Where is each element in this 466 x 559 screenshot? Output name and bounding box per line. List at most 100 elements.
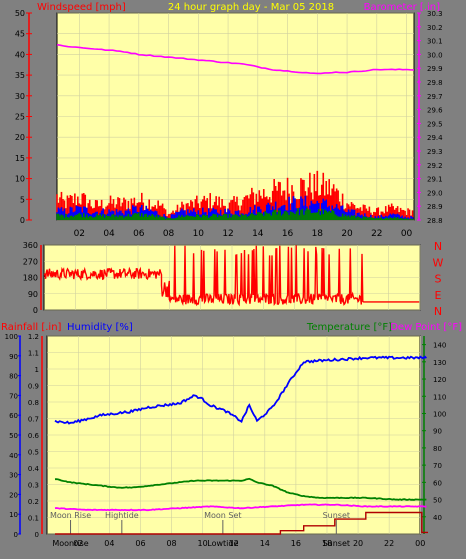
barometer-axis-label: Barometer [.in] bbox=[364, 2, 440, 13]
windspeed-tick-label: 50 bbox=[15, 9, 25, 18]
direction-tick-label: 270 bbox=[23, 257, 38, 266]
temperature-tick-label: 50 bbox=[433, 497, 442, 505]
temperature-tick-label: 40 bbox=[433, 514, 442, 522]
x-tick-label: 02 bbox=[73, 539, 83, 548]
rainfall-tick-label: 0.5 bbox=[28, 449, 39, 457]
x-tick-label: 10 bbox=[193, 229, 205, 239]
barometer-tick-label: 30.3 bbox=[427, 10, 443, 18]
barometer-line bbox=[56, 43, 415, 75]
rainfall-tick-label: 0.4 bbox=[28, 465, 40, 473]
compass-label: N bbox=[434, 240, 442, 253]
x-tick-label: 10 bbox=[198, 539, 208, 548]
event-label: Hightide bbox=[105, 511, 139, 520]
windspeed-tick-label: 5 bbox=[20, 195, 25, 204]
compass-label: N bbox=[434, 305, 442, 318]
x-tick-label: 00 bbox=[415, 539, 425, 548]
humidity-tick-label: 40 bbox=[9, 452, 18, 460]
x-tick-label: 02 bbox=[74, 229, 85, 239]
x-tick-label: 00 bbox=[401, 229, 413, 239]
temperature-tick-label: 110 bbox=[433, 393, 446, 401]
barometer-tick-label: 29.6 bbox=[427, 107, 443, 115]
temperature-axis-label: Temperature [°F] bbox=[306, 322, 392, 333]
x-tick-label: 04 bbox=[103, 229, 115, 239]
x-tick-label: 16 bbox=[282, 229, 294, 239]
x-tick-label: 14 bbox=[252, 229, 264, 239]
barometer-tick-label: 29.9 bbox=[427, 65, 443, 73]
compass-label: E bbox=[435, 289, 442, 302]
event-label: Moon Set bbox=[204, 511, 241, 520]
rain-humidity-temp-panel: 0 0.1 0.2 0.3 0.4 0.5 0.6 0.7 0.8 0.9 1 1.1 1.2 0 10 20… bbox=[5, 333, 447, 548]
wind-series-green bbox=[56, 208, 414, 220]
humidity-tick-label: 100 bbox=[5, 333, 18, 341]
windspeed-tick-label: 15 bbox=[15, 154, 25, 163]
x-tick-label: 20 bbox=[341, 229, 353, 239]
x-tick-label: 22 bbox=[384, 539, 394, 548]
windspeed-tick-label: 10 bbox=[15, 175, 25, 184]
blue-series-line bbox=[54, 355, 428, 425]
humidity-tick-label: 30 bbox=[9, 472, 18, 480]
humidity-tick-label: 20 bbox=[9, 491, 18, 499]
rainfall-tick-label: 1.1 bbox=[28, 350, 39, 358]
humidity-tick-label: 10 bbox=[9, 511, 18, 519]
windspeed-axis-label: Windspeed [mph] bbox=[37, 2, 126, 13]
direction-tick-label: 360 bbox=[23, 241, 38, 250]
x-tick-label: 18 bbox=[322, 539, 332, 548]
x-tick-label: 08 bbox=[163, 229, 175, 239]
barometer-tick-label: 30.0 bbox=[427, 51, 443, 59]
compass-label: S bbox=[435, 273, 442, 286]
darkred-series-line bbox=[55, 511, 428, 535]
rainfall-axis-label: Rainfall [.in] bbox=[1, 322, 62, 333]
rainfall-tick-label: 0.7 bbox=[28, 416, 39, 424]
green-series-line bbox=[54, 477, 427, 501]
windspeed-tick-label: 0 bbox=[20, 216, 25, 225]
barometer-tick-label: 30.1 bbox=[427, 38, 443, 46]
x-tick-label: 18 bbox=[312, 229, 324, 239]
humidity-tick-label: 80 bbox=[9, 373, 18, 381]
rainfall-tick-label: 0.8 bbox=[28, 399, 39, 407]
humidity-tick-label: 70 bbox=[9, 392, 18, 400]
x-tick-label: 08 bbox=[166, 539, 176, 548]
dewpoint-axis-label: Dew Point [°F] bbox=[390, 322, 462, 333]
x-tick-label: 06 bbox=[135, 539, 145, 548]
wind-direction-line bbox=[43, 245, 420, 307]
event-time-label: Sunset bbox=[323, 539, 350, 548]
temperature-tick-label: 120 bbox=[433, 376, 446, 384]
temperature-tick-label: 70 bbox=[433, 462, 442, 470]
graph-title: 24 hour graph day - Mar 05 2018 bbox=[168, 2, 334, 13]
windspeed-tick-label: 35 bbox=[15, 71, 25, 80]
direction-tick-label: 90 bbox=[28, 290, 38, 299]
windspeed-tick-label: 40 bbox=[15, 50, 25, 59]
x-tick-label: 22 bbox=[371, 229, 382, 239]
magenta-series-line bbox=[54, 503, 427, 512]
humidity-tick-label: 50 bbox=[9, 432, 18, 440]
event-time-label: Lowtide bbox=[207, 539, 238, 548]
rainfall-tick-label: 1.2 bbox=[28, 333, 39, 341]
barometer-tick-label: 29.0 bbox=[427, 189, 443, 197]
humidity-tick-label: 90 bbox=[9, 353, 18, 361]
barometer-tick-label: 29.5 bbox=[427, 120, 443, 128]
event-time-label: Moonrise bbox=[52, 539, 88, 548]
temperature-tick-label: 130 bbox=[433, 359, 446, 367]
x-tick-label: 20 bbox=[353, 539, 363, 548]
barometer-tick-label: 30.2 bbox=[427, 24, 443, 32]
event-label: Sunset bbox=[323, 511, 350, 520]
barometer-tick-label: 29.7 bbox=[427, 93, 443, 101]
windspeed-tick-label: 30 bbox=[15, 92, 25, 101]
windspeed-tick-label: 45 bbox=[15, 30, 25, 39]
barometer-tick-label: 29.4 bbox=[427, 134, 443, 142]
x-tick-label: 12 bbox=[222, 229, 233, 239]
barometer-tick-label: 29.1 bbox=[427, 176, 443, 184]
rainfall-tick-label: 0.3 bbox=[28, 482, 39, 490]
rainfall-tick-label: 0.6 bbox=[28, 432, 40, 440]
barometer-tick-label: 29.8 bbox=[427, 79, 443, 87]
temperature-tick-label: 140 bbox=[433, 342, 446, 350]
x-tick-label: 14 bbox=[260, 539, 270, 548]
humidity-axis-label: Humidity [%] bbox=[67, 322, 133, 333]
barometer-tick-label: 29.2 bbox=[427, 162, 443, 170]
windspeed-tick-label: 25 bbox=[15, 113, 25, 122]
rainfall-tick-label: 0.9 bbox=[28, 383, 39, 391]
rainfall-tick-label: 1 bbox=[35, 366, 39, 374]
windspeed-tick-label: 20 bbox=[15, 133, 25, 142]
